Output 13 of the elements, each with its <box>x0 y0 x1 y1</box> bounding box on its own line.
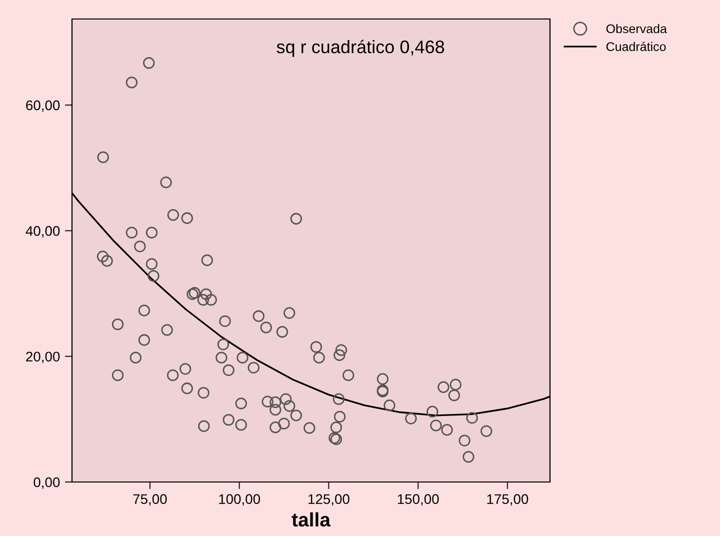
x-tick-label: 150,00 <box>398 494 439 506</box>
y-tick-label: 20,00 <box>26 352 60 364</box>
x-tick-label: 100,00 <box>219 494 260 506</box>
y-tick-label: 60,00 <box>26 100 60 112</box>
annotation: sq r cuadrático 0,468 <box>276 40 444 57</box>
x-tick-label: 125,00 <box>308 494 350 506</box>
x-tick-label: 75,00 <box>133 494 167 506</box>
legend-label: Cuadrático <box>606 42 666 52</box>
legend-label: Observada <box>606 24 667 34</box>
x-tick-label: 175,00 <box>487 494 528 506</box>
y-tick-label: 0,00 <box>34 477 60 489</box>
y-tick-label: 40,00 <box>26 226 60 238</box>
x-axis-title: talla <box>292 512 331 527</box>
